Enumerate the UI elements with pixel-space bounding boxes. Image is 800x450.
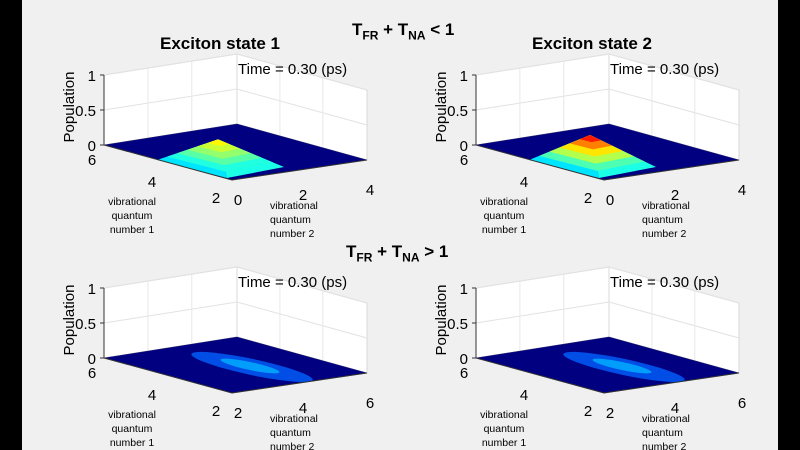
z-tick-label: 0 [88,138,96,155]
surface-peak-band [569,135,612,150]
x-tick-label: 2 [299,187,307,204]
y-tick-label: 2 [584,190,592,207]
figure-canvas: TFR + TNA < 1 TFR + TNA > 1 Exciton stat… [22,0,778,450]
x-tick-label: 4 [738,182,746,199]
y-tick-label: 4 [520,174,528,191]
x-tick-label: 6 [738,395,746,412]
y-axis-label-line: number 1 [110,224,155,236]
z-tick-label: 0.5 [75,316,96,333]
axis-x-edge [231,159,368,181]
x-axis-label-line: quantum [270,214,311,226]
z-axis-label: Population [61,285,78,356]
y-axis-label-line: quantum [484,423,525,435]
axis-x-edge [231,372,368,394]
condition-bottom-label: TFR + TNA > 1 [346,242,449,265]
condition-top-label: TFR + TNA < 1 [352,20,455,43]
y-tick-label: 6 [88,152,96,169]
y-tick-label: 6 [460,365,468,382]
y-axis-label-line: quantum [112,210,153,222]
time-annotation: Time = 0.30 (ps) [238,61,347,78]
z-axis-label: Population [61,72,78,143]
axis-y-edge [103,357,233,394]
y-tick-label: 6 [88,365,96,382]
y-tick-label: 4 [520,387,528,404]
x-tick-label: 0 [234,192,242,209]
y-tick-label: 2 [212,190,220,207]
z-tick-label: 1 [460,281,468,298]
time-annotation: Time = 0.30 (ps) [238,274,347,291]
z-tick-label: 1 [88,68,96,85]
z-tick-label: 0.5 [75,103,96,120]
surface-peak-band [207,139,229,146]
z-tick-label: 0.5 [447,103,468,120]
z-tick-label: 1 [88,281,96,298]
y-tick-label: 4 [148,387,156,404]
axis-y-edge [103,144,233,181]
y-tick-label: 2 [584,403,592,420]
axis-x-edge [603,159,740,181]
y-axis-label-line: quantum [484,210,525,222]
surface-peak-band [579,135,601,143]
x-axis-label-line: vibrational [270,413,318,425]
surface-low-bump-core [592,358,652,374]
x-axis-label-line: number 2 [270,441,315,450]
z-tick-label: 1 [460,68,468,85]
y-axis-label-line: vibrational [480,196,528,208]
z-tick-label: 0 [88,351,96,368]
z-tick-label: 0 [460,351,468,368]
y-axis-label-line: vibrational [108,409,156,421]
x-axis-label-line: number 2 [270,228,315,240]
axis-y-edge [475,144,605,181]
x-tick-label: 0 [606,192,614,209]
x-tick-label: 4 [671,400,679,417]
surface-peak-band [197,139,240,153]
x-axis-label-line: number 2 [642,441,687,450]
z-gridline [475,266,740,304]
x-axis-label-line: vibrational [642,413,690,425]
x-tick-label: 4 [366,182,374,199]
z-gridline [475,53,740,91]
z-gridline [103,266,368,304]
z-axis-label: Population [433,72,450,143]
panel-title-exciton-1: Exciton state 1 [160,34,280,53]
x-tick-label: 2 [234,405,242,422]
axis-x-edge [603,372,740,394]
x-axis-label-line: quantum [642,214,683,226]
x-axis-label-line: number 2 [642,228,687,240]
z-tick-label: 0.5 [447,316,468,333]
x-axis-label-line: vibrational [270,200,318,212]
time-annotation: Time = 0.30 (ps) [610,274,719,291]
axis-y-edge [475,357,605,394]
x-tick-label: 2 [606,405,614,422]
surface-panel-bottom-left: 0 0.5 1 6 4 2 2 4 6 Population vibrational quantum n… [61,266,374,450]
panel-title-exciton-2: Exciton state 2 [532,34,652,53]
x-tick-label: 2 [671,187,679,204]
time-annotation: Time = 0.30 (ps) [610,61,719,78]
x-tick-label: 6 [366,395,374,412]
z-gridline [103,53,368,91]
y-axis-label-line: vibrational [108,196,156,208]
surface-panel-bottom-right: 0 0.5 1 6 4 2 2 4 6 Population vibrational quantum n… [433,266,746,450]
y-axis-label-line: number 1 [482,224,527,236]
surface-low-bump-core [220,358,280,374]
x-tick-label: 4 [299,400,307,417]
z-tick-label: 0 [460,138,468,155]
x-axis-label-line: vibrational [642,200,690,212]
y-axis-label-line: number 1 [482,437,527,449]
y-axis-label-line: quantum [112,423,153,435]
y-axis-label-line: number 1 [110,437,155,449]
y-tick-label: 4 [148,174,156,191]
x-axis-label-line: quantum [270,427,311,439]
y-tick-label: 2 [212,403,220,420]
y-axis-label-line: vibrational [480,409,528,421]
y-tick-label: 6 [460,152,468,169]
z-axis-label: Population [433,285,450,356]
x-axis-label-line: quantum [642,427,683,439]
